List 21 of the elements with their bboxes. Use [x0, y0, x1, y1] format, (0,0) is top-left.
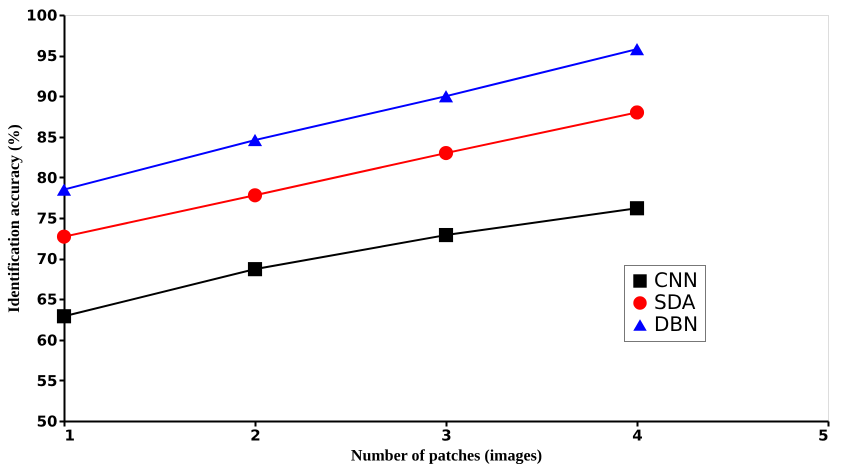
- y-axis-title: Identification accuracy (%): [6, 124, 24, 313]
- y-tick-label: 65: [36, 290, 58, 309]
- y-tick-label: 85: [36, 128, 58, 146]
- y-tick-label: 75: [36, 210, 58, 228]
- y-tick-label: 90: [36, 88, 58, 106]
- y-tick-label: 50: [36, 412, 58, 430]
- x-tick-label: 4: [632, 426, 643, 444]
- legend-label: CNN: [654, 268, 698, 292]
- x-tick-label: 5: [818, 426, 828, 444]
- y-tick-label: 80: [36, 168, 58, 187]
- y-tick-label: 55: [36, 372, 58, 390]
- legend-label: SDA: [654, 290, 696, 314]
- y-tick-label: 100: [26, 6, 58, 24]
- legend-label: DBN: [654, 312, 698, 336]
- x-axis-title: Number of patches (images): [350, 448, 542, 464]
- y-tick-label: 60: [36, 331, 58, 350]
- x-tick-label: 3: [441, 426, 452, 444]
- y-tick-label: 95: [36, 47, 58, 66]
- x-tick-label: 1: [64, 426, 75, 444]
- y-tick-label: 70: [36, 250, 58, 268]
- x-tick-label: 2: [250, 426, 261, 444]
